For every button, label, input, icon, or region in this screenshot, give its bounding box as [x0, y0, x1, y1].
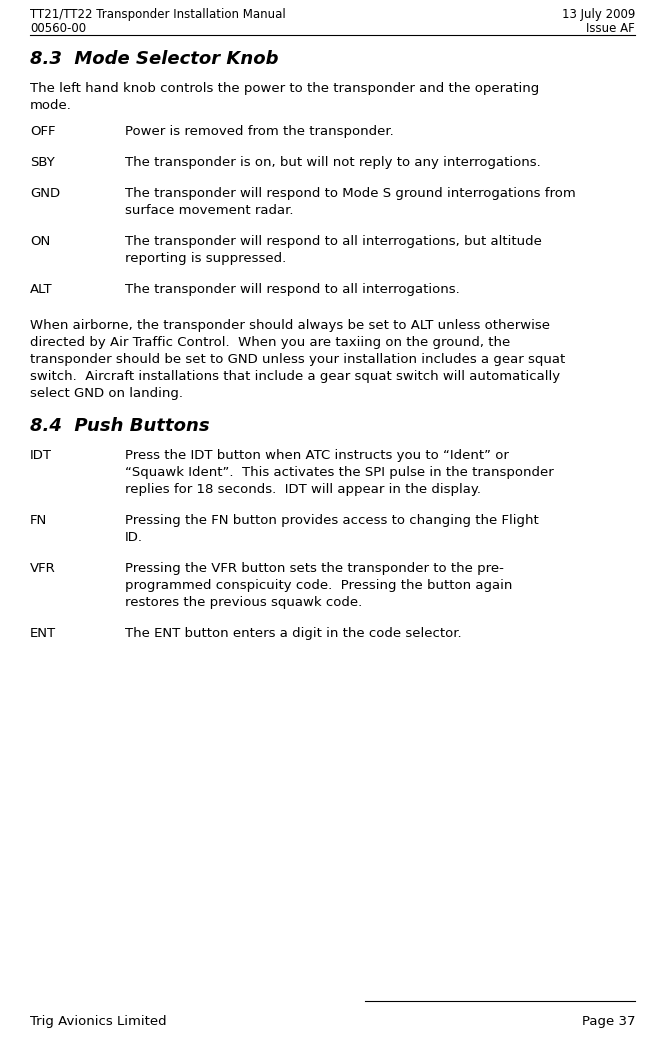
Text: GND: GND [30, 187, 60, 200]
Text: transponder should be set to GND unless your installation includes a gear squat: transponder should be set to GND unless … [30, 353, 565, 366]
Text: IDT: IDT [30, 449, 52, 462]
Text: programmed conspicuity code.  Pressing the button again: programmed conspicuity code. Pressing th… [125, 579, 513, 593]
Text: The ENT button enters a digit in the code selector.: The ENT button enters a digit in the cod… [125, 627, 461, 640]
Text: 8.3  Mode Selector Knob: 8.3 Mode Selector Knob [30, 50, 279, 68]
Text: select GND on landing.: select GND on landing. [30, 387, 183, 400]
Text: 13 July 2009: 13 July 2009 [561, 8, 635, 21]
Text: ID.: ID. [125, 531, 143, 544]
Text: FN: FN [30, 514, 47, 527]
Text: SBY: SBY [30, 156, 55, 169]
Text: OFF: OFF [30, 125, 55, 138]
Text: The left hand knob controls the power to the transponder and the operating: The left hand knob controls the power to… [30, 82, 539, 95]
Text: mode.: mode. [30, 99, 72, 112]
Text: switch.  Aircraft installations that include a gear squat switch will automatica: switch. Aircraft installations that incl… [30, 370, 560, 384]
Text: Power is removed from the transponder.: Power is removed from the transponder. [125, 125, 393, 138]
Text: Page 37: Page 37 [581, 1015, 635, 1028]
Text: reporting is suppressed.: reporting is suppressed. [125, 252, 286, 265]
Text: The transponder is on, but will not reply to any interrogations.: The transponder is on, but will not repl… [125, 156, 541, 169]
Text: Pressing the VFR button sets the transponder to the pre-: Pressing the VFR button sets the transpo… [125, 562, 504, 575]
Text: “Squawk Ident”.  This activates the SPI pulse in the transponder: “Squawk Ident”. This activates the SPI p… [125, 466, 554, 479]
Text: When airborne, the transponder should always be set to ALT unless otherwise: When airborne, the transponder should al… [30, 319, 550, 332]
Text: restores the previous squawk code.: restores the previous squawk code. [125, 596, 362, 609]
Text: TT21/TT22 Transponder Installation Manual: TT21/TT22 Transponder Installation Manua… [30, 8, 286, 21]
Text: Pressing the FN button provides access to changing the Flight: Pressing the FN button provides access t… [125, 514, 539, 527]
Text: The transponder will respond to all interrogations.: The transponder will respond to all inte… [125, 283, 460, 296]
Text: ON: ON [30, 235, 50, 248]
Text: ALT: ALT [30, 283, 53, 296]
Text: VFR: VFR [30, 562, 56, 575]
Text: The transponder will respond to all interrogations, but altitude: The transponder will respond to all inte… [125, 235, 542, 248]
Text: 00560-00: 00560-00 [30, 22, 86, 34]
Text: directed by Air Traffic Control.  When you are taxiing on the ground, the: directed by Air Traffic Control. When yo… [30, 336, 510, 349]
Text: replies for 18 seconds.  IDT will appear in the display.: replies for 18 seconds. IDT will appear … [125, 483, 481, 496]
Text: Press the IDT button when ATC instructs you to “Ident” or: Press the IDT button when ATC instructs … [125, 449, 509, 462]
Text: Trig Avionics Limited: Trig Avionics Limited [30, 1015, 167, 1028]
Text: Issue AF: Issue AF [587, 22, 635, 34]
Text: 8.4  Push Buttons: 8.4 Push Buttons [30, 417, 210, 435]
Text: ENT: ENT [30, 627, 56, 640]
Text: The transponder will respond to Mode S ground interrogations from: The transponder will respond to Mode S g… [125, 187, 576, 200]
Text: surface movement radar.: surface movement radar. [125, 204, 293, 217]
